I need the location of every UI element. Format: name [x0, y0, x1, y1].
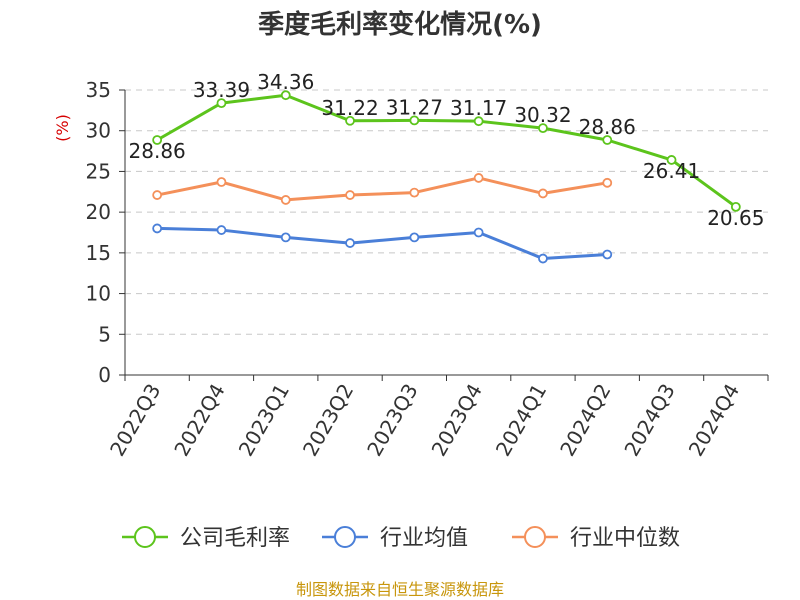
y-tick-label: 15 [86, 241, 111, 265]
x-tick-label: 2024Q3 [619, 380, 679, 461]
data-point [473, 227, 484, 238]
data-point [345, 115, 355, 126]
legend-label: 行业中位数 [570, 526, 680, 551]
data-label: 30.32 [514, 103, 571, 127]
data-point [730, 201, 741, 212]
gridlines [125, 89, 768, 335]
data-point [602, 177, 613, 188]
source-note: 制图数据来自恒生聚源数据库 [296, 580, 504, 599]
data-label: 31.17 [450, 96, 507, 120]
data-point [216, 177, 227, 187]
series-group [152, 90, 741, 264]
data-point [409, 187, 420, 198]
data-label: 20.65 [707, 206, 764, 230]
data-point [280, 232, 291, 243]
data-point [280, 90, 291, 101]
data-label: 26.41 [643, 159, 700, 183]
x-tick-label: 2022Q3 [105, 380, 165, 461]
x-tick-label: 2023Q1 [234, 380, 294, 461]
series-line [157, 226, 608, 261]
data-point [666, 155, 677, 165]
y-tick-labels: 0 5 10 15 20 25 30 35 [86, 78, 111, 387]
x-tick-label: 2023Q4 [427, 380, 487, 461]
data-point [409, 115, 420, 126]
legend-marker [134, 526, 156, 548]
x-tick-label: 2023Q3 [362, 380, 422, 461]
legend-label: 公司毛利率 [180, 526, 290, 551]
y-tick-label: 20 [86, 200, 111, 224]
x-tick-label: 2024Q4 [684, 380, 744, 461]
data-point [345, 190, 355, 200]
axes [119, 89, 769, 381]
data-label: 28.86 [129, 139, 186, 163]
chart-title: 季度毛利率变化情况(%) [258, 9, 542, 40]
y-tick-label: 5 [98, 322, 111, 346]
data-point [602, 249, 613, 260]
x-tick-labels: 2022Q3 2022Q4 2023Q1 2023Q2 2023Q3 2023Q4 2024… [105, 380, 744, 461]
data-point [473, 116, 484, 127]
data-label: 34.36 [257, 70, 314, 94]
data-label: 33.39 [193, 78, 250, 102]
x-tick-label: 2022Q4 [169, 380, 229, 461]
data-point [538, 253, 548, 264]
data-labels: 28.86 33.39 34.36 31.22 31.27 31.17 30.32 28.86… [129, 70, 765, 230]
y-tick-label: 30 [86, 119, 111, 143]
data-point [216, 98, 227, 109]
data-label: 31.27 [386, 95, 443, 119]
y-tick-label: 10 [86, 282, 111, 306]
data-label: 28.86 [579, 115, 636, 139]
data-point [345, 238, 355, 248]
data-point [538, 188, 548, 199]
y-tick-label: 25 [86, 159, 111, 183]
data-point [280, 195, 291, 205]
data-point [216, 225, 227, 235]
legend-marker [334, 526, 356, 548]
series-line [156, 93, 737, 209]
data-point [473, 173, 484, 183]
y-axis-label: (%) [53, 114, 72, 142]
y-tick-label: 35 [86, 78, 111, 102]
x-tick-label: 2024Q1 [491, 380, 551, 461]
data-point [602, 135, 613, 145]
legend: 公司毛利率 行业均值 行业中位数 [122, 526, 680, 551]
legend-marker [524, 526, 546, 548]
legend-label: 行业均值 [380, 526, 468, 551]
x-tick-label: 2023Q2 [298, 380, 358, 461]
data-point [538, 123, 548, 134]
y-tick-label: 0 [98, 363, 111, 387]
data-point [152, 135, 163, 145]
x-tick-label: 2024Q2 [555, 380, 615, 461]
data-point [152, 223, 163, 234]
data-point [152, 190, 163, 200]
data-point [409, 232, 420, 243]
data-label: 31.22 [321, 96, 378, 120]
series-line [156, 176, 608, 202]
